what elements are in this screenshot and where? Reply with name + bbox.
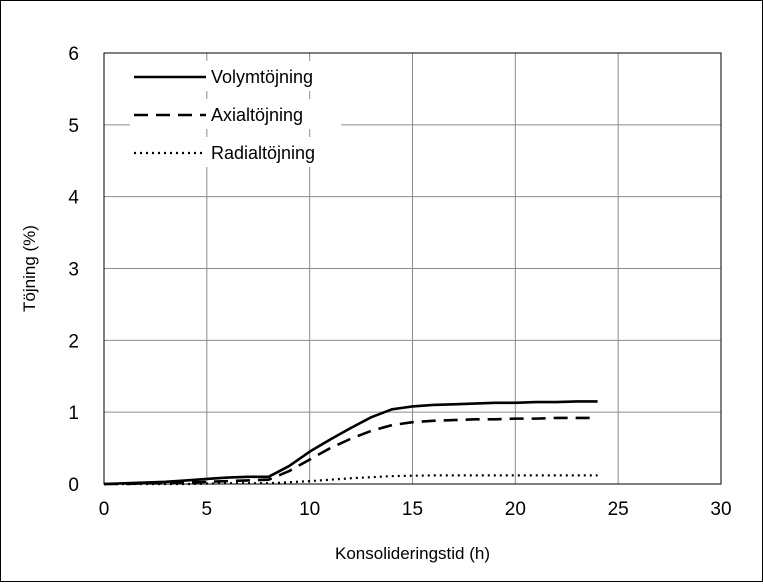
x-tick-label: 0 <box>99 499 110 520</box>
legend-label: Volymtöjning <box>211 67 313 87</box>
legend-label: Axialtöjning <box>211 105 303 125</box>
tick-labels: 0 5 10 15 20 25 30 0 1 2 3 4 5 6 <box>68 44 731 520</box>
y-tick-label: 0 <box>68 475 79 496</box>
x-tick-label: 5 <box>202 499 213 520</box>
series-line-volymtöjning <box>103 400 598 486</box>
y-tick-label: 3 <box>68 260 79 281</box>
legend: Volymtöjning Axialtöjning Radialtöjning <box>130 61 351 167</box>
y-tick-label: 1 <box>68 403 79 424</box>
x-tick-label: 25 <box>608 499 629 520</box>
series-layer <box>103 400 598 486</box>
y-tick-label: 2 <box>68 331 79 352</box>
x-tick-label: 20 <box>505 499 526 520</box>
y-tick-label: 4 <box>68 188 79 209</box>
y-axis-title: Töjning (%) <box>20 225 39 312</box>
x-tick-label: 15 <box>402 499 423 520</box>
y-tick-label: 6 <box>68 44 79 65</box>
x-tick-label: 10 <box>299 499 320 520</box>
plot-area-border <box>103 52 722 485</box>
series-line-radialtöjning <box>104 474 598 486</box>
x-axis-title: Konsolideringstid (h) <box>335 544 490 563</box>
x-tick-label: 30 <box>710 499 731 520</box>
legend-label: Radialtöjning <box>211 143 315 163</box>
series-line-axialtöjning <box>104 416 598 486</box>
y-tick-label: 5 <box>68 116 79 137</box>
legend-entry-background <box>130 137 351 167</box>
